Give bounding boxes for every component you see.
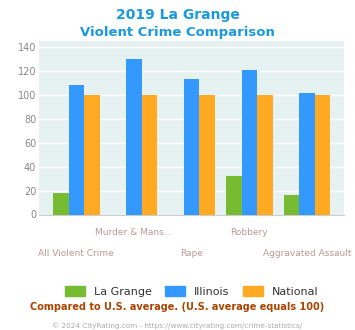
Text: Violent Crime Comparison: Violent Crime Comparison	[80, 26, 275, 39]
Bar	[242, 70, 257, 214]
Bar	[84, 95, 100, 214]
Bar	[53, 193, 69, 214]
Bar	[257, 95, 273, 214]
Text: 2019 La Grange: 2019 La Grange	[116, 8, 239, 22]
Bar	[200, 95, 215, 214]
Text: Murder & Mans...: Murder & Mans...	[95, 228, 173, 237]
Text: Aggravated Assault: Aggravated Assault	[263, 249, 351, 258]
Text: Robbery: Robbery	[231, 228, 268, 237]
Bar	[69, 85, 84, 214]
Text: Compared to U.S. average. (U.S. average equals 100): Compared to U.S. average. (U.S. average …	[31, 302, 324, 312]
Bar	[299, 93, 315, 214]
Bar	[184, 80, 200, 214]
Bar	[284, 195, 299, 214]
Bar	[315, 95, 331, 214]
Text: © 2024 CityRating.com - https://www.cityrating.com/crime-statistics/: © 2024 CityRating.com - https://www.city…	[53, 323, 302, 329]
Text: All Violent Crime: All Violent Crime	[38, 249, 114, 258]
Text: Rape: Rape	[180, 249, 203, 258]
Bar	[226, 176, 242, 214]
Bar	[142, 95, 157, 214]
Legend: La Grange, Illinois, National: La Grange, Illinois, National	[65, 286, 318, 297]
Bar	[126, 59, 142, 214]
